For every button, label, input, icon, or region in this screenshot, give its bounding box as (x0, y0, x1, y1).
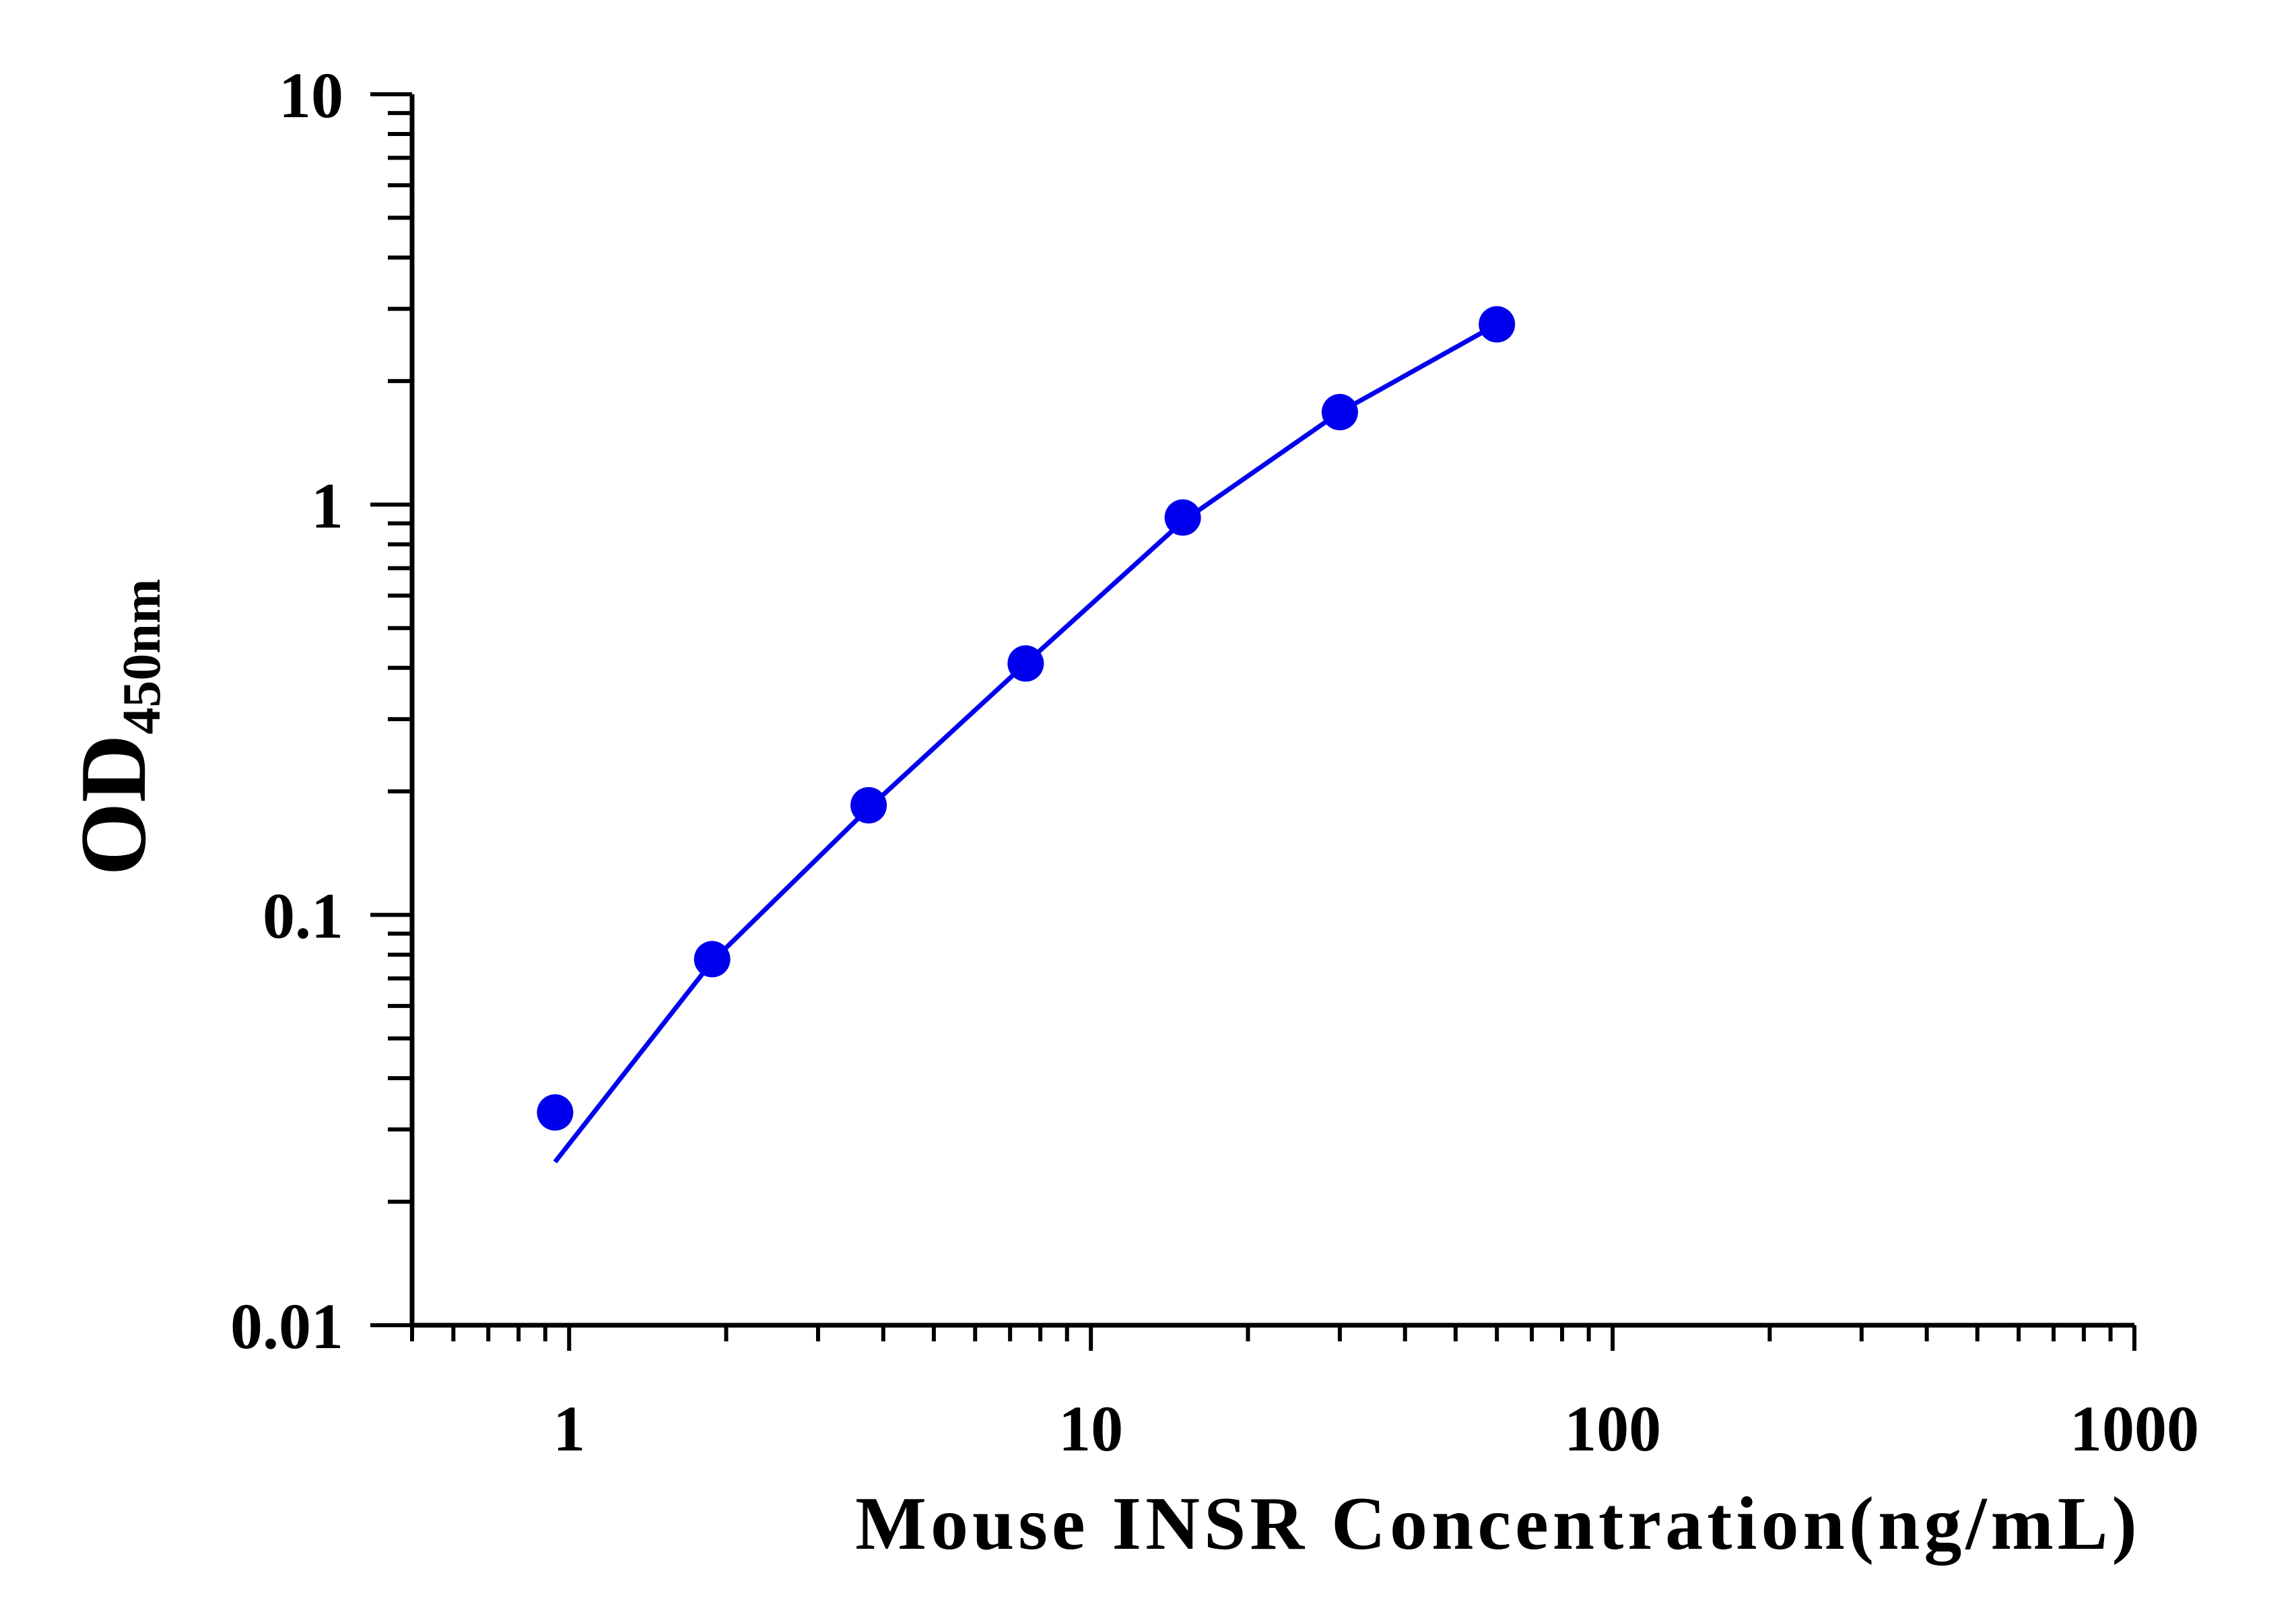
data-point (1321, 394, 1358, 431)
y-tick-label: 0.1 (263, 880, 343, 952)
data-point (850, 787, 887, 824)
ticks (370, 92, 2136, 1351)
data-points (537, 306, 1516, 1131)
y-axis-title-subscript: 450nm (112, 578, 172, 734)
data-point (694, 941, 731, 978)
x-tick-label: 1 (553, 1393, 585, 1465)
tick-labels: 1 10 100 1000 0.01 0.1 1 10 (230, 59, 2199, 1465)
x-tick-label: 100 (1564, 1393, 1661, 1465)
data-point (1164, 499, 1201, 536)
x-tick-label: 10 (1058, 1393, 1123, 1465)
fit-curve-line (553, 322, 1498, 1164)
y-tick-label: 1 (311, 469, 343, 541)
y-tick-label: 0.01 (230, 1290, 343, 1362)
y-tick-label: 10 (279, 59, 343, 131)
y-axis-title-main: OD (61, 735, 166, 876)
data-point (537, 1094, 574, 1131)
y-axis-title: OD450nm (61, 578, 172, 875)
x-tick-label: 1000 (2070, 1393, 2199, 1465)
data-point (1007, 645, 1044, 682)
axes (409, 94, 2134, 1328)
x-axis-title: Mouse INSR Concentration(ng/mL) (855, 1482, 2141, 1566)
data-point (1479, 306, 1516, 343)
